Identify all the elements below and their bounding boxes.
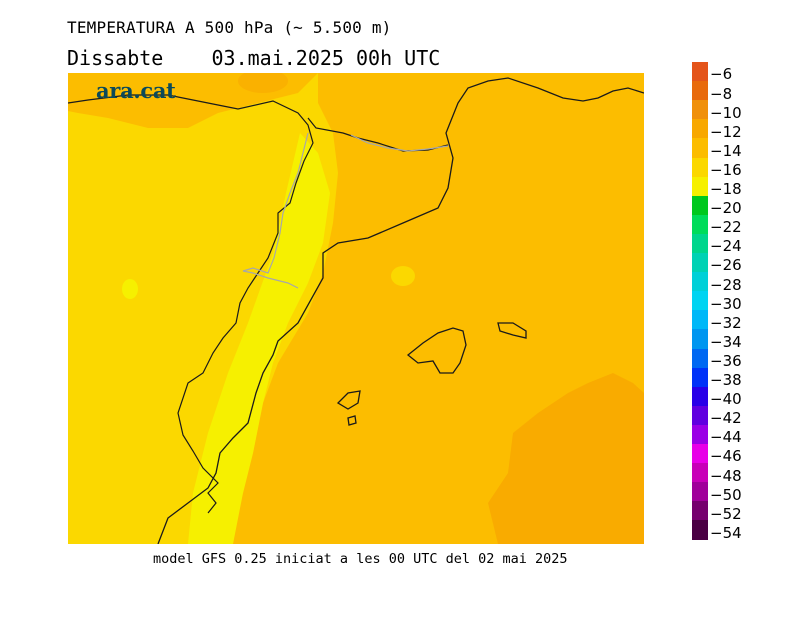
legend-label: −32 — [710, 313, 742, 332]
field-zone-12-southeast — [488, 373, 644, 544]
legend-swatch — [692, 157, 708, 178]
field-zone-18 — [188, 133, 330, 544]
legend-label: −8 — [710, 84, 733, 103]
legend-swatch — [692, 81, 708, 101]
legend-swatch — [692, 444, 708, 464]
legend-swatch — [692, 348, 708, 369]
color-scale-bar — [692, 62, 708, 555]
legend-swatch — [692, 501, 708, 521]
legend-label: −22 — [710, 218, 742, 237]
legend-label: −52 — [710, 504, 742, 523]
legend-swatch — [692, 119, 708, 139]
legend-swatch — [692, 214, 708, 235]
legend-label: −20 — [710, 199, 742, 218]
border-west — [68, 94, 314, 514]
island-mallorca — [406, 327, 467, 374]
coastline — [157, 77, 644, 544]
legend-swatch — [692, 367, 708, 388]
legend-label: −48 — [710, 466, 742, 485]
ara-cat-logo: ara.cat — [96, 78, 176, 103]
legend-swatch — [692, 463, 708, 483]
legend-label: −34 — [710, 332, 742, 351]
field-spot-16 — [391, 266, 415, 286]
border-north — [307, 117, 449, 152]
model-info: model GFS 0.25 iniciat a les 00 UTC del … — [153, 551, 568, 567]
legend-label: −24 — [710, 237, 742, 256]
island-eivissa — [336, 390, 361, 410]
temperature-map — [68, 73, 644, 544]
field-zone-12-north — [238, 73, 288, 93]
legend-label: −46 — [710, 447, 742, 466]
legend-label: −50 — [710, 485, 742, 504]
legend-label: −30 — [710, 294, 742, 313]
legend-swatch — [692, 176, 708, 197]
regional-border-pyrenees — [350, 134, 449, 152]
legend-label: −12 — [710, 122, 742, 141]
legend-swatch — [692, 520, 708, 541]
legend-label: −38 — [710, 371, 742, 390]
legend-label: −16 — [710, 160, 742, 179]
map-canvas — [68, 73, 644, 544]
legend-swatch — [692, 386, 708, 407]
legend-swatch — [692, 253, 708, 273]
legend-label: −40 — [710, 390, 742, 409]
legend-label: −6 — [710, 65, 733, 84]
field-spot-18 — [122, 279, 138, 299]
island-menorca — [497, 322, 527, 339]
legend-swatch — [692, 424, 708, 445]
island-formentera — [347, 415, 357, 426]
legend-label: −18 — [710, 180, 742, 199]
legend-swatch — [692, 329, 708, 350]
legend-label: −28 — [710, 275, 742, 294]
legend-swatch — [692, 272, 708, 292]
legend-swatch — [692, 405, 708, 426]
legend-swatch — [692, 482, 708, 502]
map-title: TEMPERATURA A 500 hPa (~ 5.500 m) — [67, 18, 392, 37]
legend-swatch — [692, 233, 708, 254]
legend-label: −26 — [710, 256, 742, 275]
legend-label: −44 — [710, 428, 742, 447]
legend-label: −10 — [710, 103, 742, 122]
legend-label: −14 — [710, 141, 742, 160]
legend-swatch — [692, 100, 708, 120]
legend-swatch — [692, 310, 708, 330]
legend-label: −36 — [710, 351, 742, 370]
legend-label: −54 — [710, 523, 742, 542]
legend-swatch — [692, 291, 708, 311]
legend-swatch — [692, 195, 708, 216]
map-date: Dissabte 03.mai.2025 00h UTC — [67, 46, 441, 70]
legend-swatch — [692, 62, 708, 82]
regional-border-aragon — [242, 132, 309, 289]
legend-label: −42 — [710, 409, 742, 428]
legend-swatch — [692, 138, 708, 159]
